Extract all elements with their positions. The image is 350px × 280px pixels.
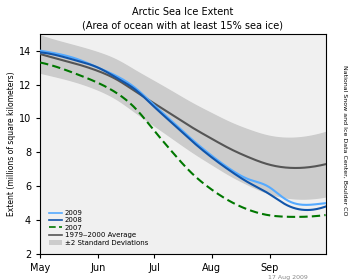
Y-axis label: Extent (millions of square kilometers): Extent (millions of square kilometers) [7,72,16,216]
Legend: 2009, 2008, 2007, 1979‒2000 Average, ±2 Standard Deviations: 2009, 2008, 2007, 1979‒2000 Average, ±2 … [47,207,150,248]
Text: 17 Aug 2009: 17 Aug 2009 [268,275,308,280]
Title: Arctic Sea Ice Extent
(Area of ocean with at least 15% sea ice): Arctic Sea Ice Extent (Area of ocean wit… [82,7,284,30]
Text: National Snow and Ice Data Center, Boulder CO: National Snow and Ice Data Center, Bould… [342,65,347,215]
